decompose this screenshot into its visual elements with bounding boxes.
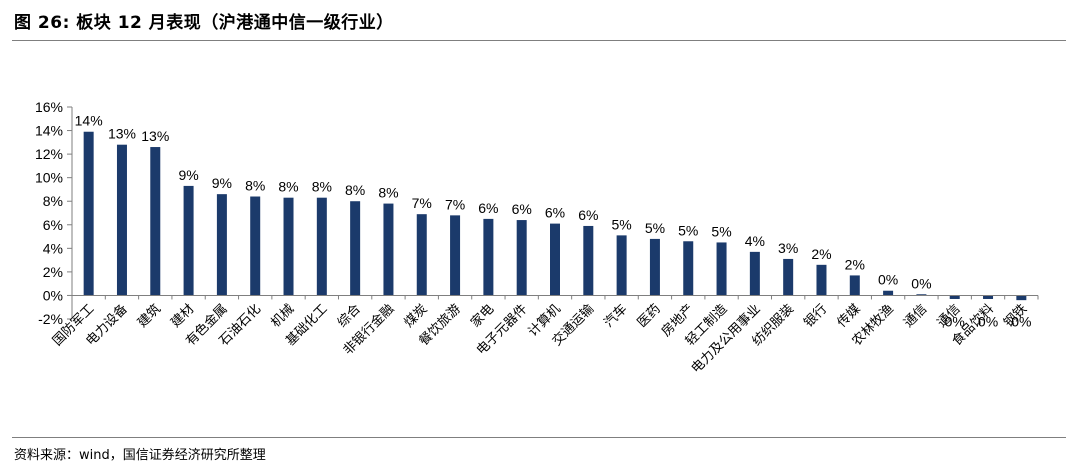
- y-tick-label: 2%: [43, 264, 63, 280]
- bar: [1016, 295, 1027, 301]
- bar: [416, 214, 427, 296]
- data-label: 6%: [545, 205, 565, 221]
- y-tick-label: 12%: [35, 146, 63, 162]
- bar: [583, 225, 594, 296]
- category-label: 家电: [467, 301, 497, 331]
- data-label: 5%: [612, 216, 632, 232]
- y-tick-label: 4%: [43, 240, 63, 256]
- data-label: 5%: [645, 220, 665, 236]
- data-label: 7%: [412, 195, 432, 211]
- bar: [783, 258, 794, 296]
- data-labels: 14% 13% 13% 9% 9% 8% 8% 8% 8% 8% 7% 7% 6% 6% 6% 6% 5% 5% 5…: [75, 113, 1032, 330]
- bar: [250, 196, 261, 296]
- data-label: 9%: [212, 175, 232, 191]
- bar: [183, 185, 194, 296]
- data-label: 2%: [811, 246, 831, 262]
- data-label: 0%: [911, 275, 931, 291]
- bar: [150, 147, 161, 296]
- data-label: 9%: [178, 167, 198, 183]
- data-label: 3%: [778, 240, 798, 256]
- category-label: 银行: [801, 302, 830, 331]
- bar: [649, 238, 660, 296]
- y-tick-label: -2%: [38, 311, 63, 327]
- data-label: 2%: [845, 256, 865, 272]
- bar: [916, 294, 927, 296]
- bar: [816, 264, 827, 296]
- data-label: 5%: [678, 222, 698, 238]
- bar: [483, 218, 494, 296]
- category-labels: 国防军工电力设备 建筑 建材有色金属石油石化 机械基础化工 综合非银行金融 煤炭餐饮旅游家…: [49, 301, 1030, 377]
- source-rule: [12, 437, 1066, 438]
- data-label: 7%: [445, 196, 465, 212]
- bar: [116, 144, 127, 296]
- bar: [616, 235, 627, 296]
- category-label: 建筑: [134, 301, 164, 331]
- bar: [350, 201, 361, 296]
- data-label: 13%: [141, 128, 169, 144]
- data-label: 8%: [345, 182, 365, 198]
- bar: [450, 215, 461, 296]
- data-label: 8%: [278, 179, 298, 195]
- bars: [83, 131, 1027, 301]
- title-rule: [12, 40, 1066, 41]
- category-label: 传媒: [835, 302, 864, 331]
- data-label: 8%: [312, 179, 332, 195]
- data-label: 8%: [378, 185, 398, 201]
- category-label: 通信: [901, 302, 930, 331]
- y-tick-label: 8%: [43, 193, 63, 209]
- category-label: 建材: [168, 302, 197, 331]
- category-label: 汽车: [601, 301, 631, 331]
- y-tick-label: 10%: [35, 170, 63, 186]
- bar: [383, 203, 394, 296]
- category-label: 综合: [335, 302, 364, 331]
- bar: [516, 220, 527, 296]
- y-tick-label: 16%: [35, 99, 63, 115]
- category-label: 煤炭: [402, 302, 431, 331]
- figure-title: 图 26: 板块 12 月表现（沪港通中信一级行业）: [14, 13, 394, 33]
- category-label: 医药: [635, 302, 664, 331]
- data-label: 14%: [75, 113, 103, 129]
- data-label: 6%: [512, 201, 532, 217]
- bar: [316, 197, 327, 296]
- bar: [983, 295, 994, 299]
- bar: [83, 131, 94, 296]
- bar: [949, 295, 960, 299]
- data-label: 5%: [711, 223, 731, 239]
- category-label: 机械: [268, 302, 297, 331]
- data-label: 4%: [745, 233, 765, 249]
- data-label: 6%: [578, 207, 598, 223]
- source-note: 资料来源：wind，国信证券经济研究所整理: [14, 448, 266, 463]
- bar: [849, 275, 860, 296]
- data-label: 0%: [878, 272, 898, 288]
- bar: [749, 251, 760, 296]
- x-axis: [71, 294, 1039, 300]
- y-axis: -2% 0% 2% 4% 6% 8% 10% 12% 14% 16%: [35, 99, 73, 327]
- bar: [550, 223, 560, 296]
- y-tick-label: 14%: [35, 123, 63, 139]
- bar: [216, 194, 227, 296]
- bar: [683, 241, 694, 296]
- bar: [716, 242, 727, 296]
- data-label: 13%: [108, 126, 136, 142]
- data-label: 0%: [978, 313, 998, 329]
- bar: [883, 290, 894, 296]
- y-tick-label: 6%: [43, 217, 63, 233]
- data-label: 8%: [245, 178, 265, 194]
- bar: [283, 197, 294, 296]
- data-label: 0%: [1011, 313, 1031, 329]
- data-label: 6%: [478, 200, 498, 216]
- data-label: 0%: [945, 313, 965, 329]
- y-tick-label: 0%: [43, 287, 63, 303]
